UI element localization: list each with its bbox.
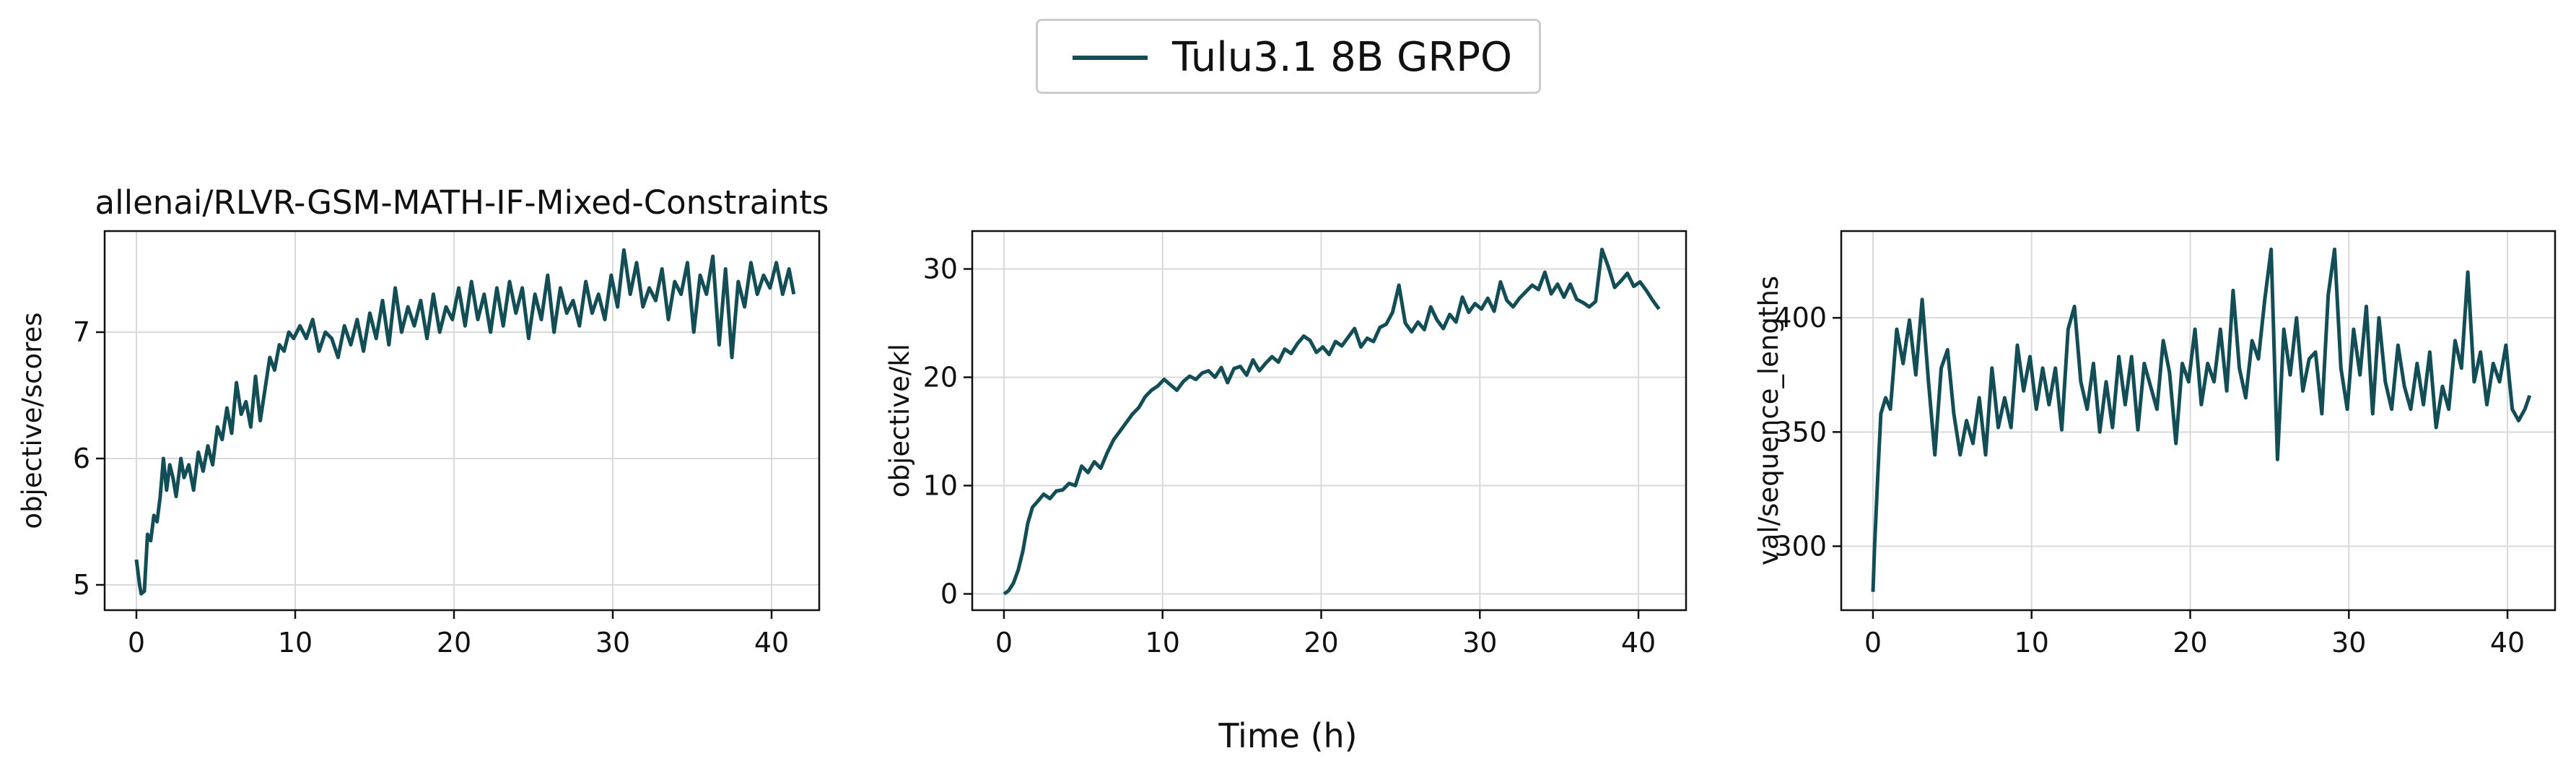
x-tick-label: 20: [1304, 627, 1338, 659]
y-tick-label: 10: [923, 470, 958, 502]
y-tick-label: 300: [1774, 530, 1827, 562]
y-tick-label: 6: [73, 443, 90, 474]
y-tick-label: 30: [923, 253, 958, 285]
x-tick-label: 30: [1462, 627, 1497, 659]
x-tick-label: 30: [595, 627, 630, 659]
legend: Tulu3.1 8B GRPO: [1036, 19, 1541, 94]
y-axis-label: val/sequence_lengths: [1753, 276, 1784, 565]
x-tick-label: 10: [2014, 627, 2049, 659]
axes-frame: [103, 230, 821, 612]
y-axis-label: objective/scores: [17, 312, 48, 529]
axes-frame: [971, 230, 1688, 612]
x-tick-label: 30: [2331, 627, 2366, 659]
x-tick-label: 20: [2173, 627, 2207, 659]
x-tick-label: 10: [1145, 627, 1180, 659]
axes-frame: [1840, 230, 2557, 612]
x-tick-label: 40: [2490, 627, 2525, 659]
x-tick-label: 0: [128, 627, 145, 659]
x-tick-label: 0: [1864, 627, 1882, 659]
y-tick-label: 0: [940, 578, 958, 610]
legend-label: Tulu3.1 8B GRPO: [1172, 34, 1513, 81]
y-tick-label: 400: [1774, 302, 1827, 334]
series-line: [1003, 248, 1661, 596]
x-tick-label: 10: [278, 627, 313, 659]
subplot-kl: 0 10 20 30 40 0 10 20 30 objective/kl: [884, 230, 1688, 659]
y-tick-label: 20: [923, 362, 958, 394]
subplot-scores: 0 10 20 30 40 5 6 7 objective/scores allenai/RLVR…: [17, 183, 829, 659]
y-tick-label: 350: [1774, 416, 1827, 448]
series-line: [134, 248, 796, 596]
y-axis-label: objective/kl: [884, 344, 915, 498]
series-line: [1871, 247, 2532, 592]
x-tick-label: 40: [754, 627, 789, 659]
legend-swatch: [1073, 56, 1148, 60]
subplot-title: allenai/RLVR-GSM-MATH-IF-Mixed-Constrain…: [95, 183, 829, 222]
y-tick-label: 5: [73, 569, 90, 601]
x-tick-label: 20: [437, 627, 471, 659]
x-tick-label: 0: [995, 627, 1013, 659]
figure-x-axis-label: Time (h): [1218, 716, 1358, 755]
x-tick-label: 40: [1621, 627, 1656, 659]
y-tick-label: 7: [73, 316, 90, 348]
